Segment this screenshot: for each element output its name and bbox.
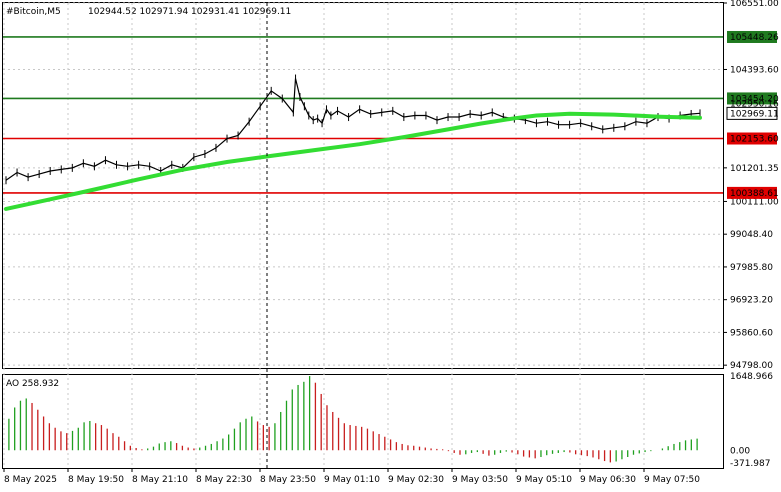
price-tick-label: 94798.00 (730, 361, 773, 371)
ao-tick-label: -371.987 (730, 459, 770, 469)
price-tick-label: 97985.80 (730, 263, 773, 273)
level-label: 103454.20 (730, 94, 779, 104)
level-label-bg (727, 30, 777, 43)
price-tick-label: 106551.00 (730, 0, 779, 9)
level-label: 102153.60 (730, 135, 779, 145)
extra-price-label: 102950.16 (730, 99, 779, 109)
ao-axis: 1648.966 0.00 -371.987 (730, 372, 773, 469)
ohlc-values: 102944.52 102971.94 102931.41 102969.11 (88, 7, 291, 17)
symbol-label: #Bitcoin,M5 (6, 7, 61, 17)
price-tick-label: 96923.20 (730, 296, 773, 306)
price-tick-label: 100111.00 (730, 197, 779, 207)
price-line (5, 78, 701, 181)
time-tick-label: 8 May 23:50 (260, 475, 316, 485)
moving-average (4, 111, 702, 211)
grid (3, 2, 723, 468)
price-tick-label: 101201.35 (730, 164, 779, 174)
time-tick-label: 9 May 05:10 (516, 475, 572, 485)
level-label: 100388.61 (730, 189, 779, 199)
ao-histogram (8, 376, 698, 463)
time-tick-label: 8 May 2025 (4, 475, 57, 485)
price-tick-label: 104393.60 (730, 65, 779, 75)
price-labels: 105448.26 103454.20 102153.60 100388.61 1029… (726, 30, 779, 199)
time-tick-label: 9 May 01:10 (324, 475, 380, 485)
ao-label: AO 258.932 (6, 379, 59, 389)
ao-pane (2, 374, 724, 469)
time-tick-label: 9 May 06:30 (580, 475, 636, 485)
levels (3, 36, 723, 194)
time-axis: 8 May 2025 8 May 19:50 8 May 21:10 8 May 22… (3, 468, 700, 485)
current-price-label: 102969.11 (730, 109, 779, 119)
level-label-bg (727, 132, 777, 145)
ma-line (4, 111, 702, 211)
price-tick-label: 95860.60 (730, 328, 773, 338)
ao-tick-label: 1648.966 (730, 372, 773, 382)
time-tick-label: 8 May 19:50 (68, 475, 124, 485)
level-label-bg (727, 186, 777, 199)
time-tick-label: 8 May 21:10 (132, 475, 188, 485)
time-tick-label: 9 May 07:50 (644, 475, 700, 485)
level-label-bg (727, 92, 777, 105)
ao-tick-label: 0.00 (730, 446, 750, 456)
time-tick-label: 9 May 02:30 (388, 475, 444, 485)
level-label: 105448.26 (730, 33, 779, 43)
price-axis: 106551.00 104393.60 101201.35 100111.00 9904… (723, 0, 779, 371)
price-tick-label: 99048.40 (730, 230, 773, 240)
time-tick-label: 8 May 22:30 (196, 475, 252, 485)
time-tick-label: 9 May 03:50 (452, 475, 508, 485)
current-price-bg (726, 106, 778, 120)
